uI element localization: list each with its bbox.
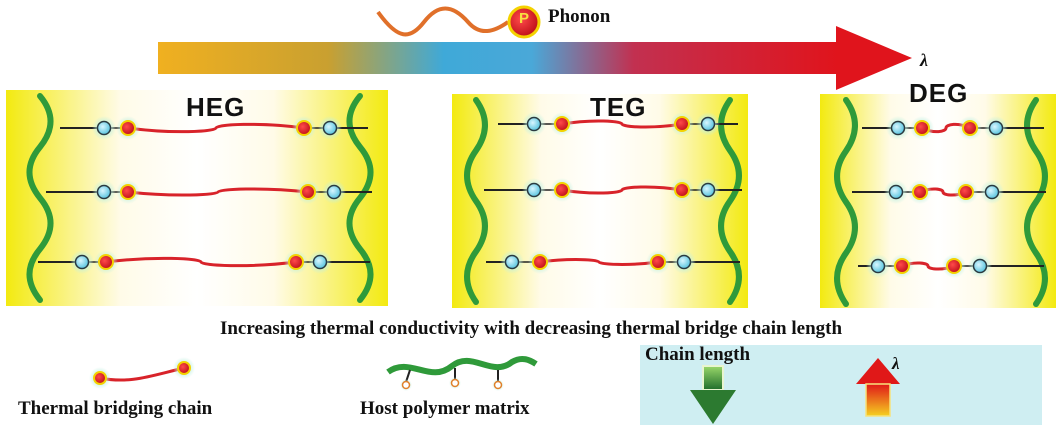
heg-row-2-node-red-left: [120, 184, 136, 200]
teg-row-3-bridge-chain: [539, 258, 659, 266]
deg-row-1-node-red-right: [962, 120, 978, 136]
teg-polymer-left: [464, 97, 488, 305]
legend-bridging-chain-icon: [89, 357, 195, 389]
lambda-up-arrow: [856, 358, 900, 417]
teg-row-3-node-blue-left: [504, 254, 520, 270]
teg-row-2-bridge-chain: [561, 185, 683, 195]
phonon-label: Phonon: [548, 6, 611, 27]
teg-row-1-node-red-left: [554, 116, 570, 132]
heg-row-2-bridge-chain: [127, 187, 309, 197]
teg-row-2-node-blue-left: [526, 182, 542, 198]
teg-row-3-node-blue-right: [676, 254, 692, 270]
heg-row-3-node-blue-left: [74, 254, 90, 270]
deg-row-1-node-blue-left: [890, 120, 906, 136]
heg-row-1-bridge-chain: [127, 122, 305, 134]
deg-row-3-node-blue-right: [972, 258, 988, 274]
heg-polymer-left: [26, 93, 54, 303]
teg-polymer-right: [718, 97, 742, 305]
caption: Increasing thermal conductivity with dec…: [219, 318, 843, 339]
teg-row-3-node-red-right: [650, 254, 666, 270]
chain-length-label: Chain length: [645, 344, 751, 365]
deg-row-3-node-red-left: [894, 258, 910, 274]
deg-row-2-node-red-left: [912, 184, 928, 200]
chain-length-down-arrow: [690, 365, 736, 424]
deg-polymer-left: [834, 97, 858, 307]
deg-row-2-node-red-right: [958, 184, 974, 200]
lambda-label-top: λ: [920, 50, 928, 70]
panel-title-heg: HEG: [186, 92, 246, 122]
panel-deg: [820, 94, 1056, 308]
deg-polymer-right: [1024, 97, 1048, 307]
heg-row-3-node-red-right: [288, 254, 304, 270]
panel-title-deg: DEG: [909, 78, 969, 108]
teg-row-3-node-red-left: [532, 254, 548, 270]
legend-host-matrix-icon: [386, 355, 538, 391]
heg-row-1-node-red-left: [120, 120, 136, 136]
heg-row-3-bridge-chain: [105, 256, 297, 268]
deg-row-3-node-red-right: [946, 258, 962, 274]
teg-row-1-bridge-chain: [561, 119, 683, 129]
phonon-badge: P: [518, 10, 529, 27]
deg-row-1-node-red-left: [914, 120, 930, 136]
heg-row-3-node-blue-right: [312, 254, 328, 270]
heg-row-2-node-blue-left: [96, 184, 112, 200]
heg-row-1-node-red-right: [296, 120, 312, 136]
panel-title-teg: TEG: [590, 92, 647, 122]
deg-row-2-node-blue-left: [888, 184, 904, 200]
teg-row-1-node-red-right: [674, 116, 690, 132]
teg-row-1-node-blue-left: [526, 116, 542, 132]
legend-host-matrix-label: Host polymer matrix: [360, 398, 530, 419]
teg-row-2-node-red-left: [554, 182, 570, 198]
legend-bridging-chain-label: Thermal bridging chain: [18, 398, 213, 419]
teg-row-2-node-red-right: [674, 182, 690, 198]
deg-row-2-node-blue-right: [984, 184, 1000, 200]
heg-row-2-node-blue-right: [326, 184, 342, 200]
heg-row-1-node-blue-left: [96, 120, 112, 136]
teg-row-1-node-blue-right: [700, 116, 716, 132]
deg-row-3-node-blue-left: [870, 258, 886, 274]
thermal-conductivity-arrow: [158, 26, 912, 90]
deg-row-1-node-blue-right: [988, 120, 1004, 136]
teg-row-2-node-blue-right: [700, 182, 716, 198]
phonon-icon: [376, 5, 541, 39]
heg-row-1-node-blue-right: [322, 120, 338, 136]
lambda-label-legend: λ: [892, 354, 900, 373]
heg-row-2-node-red-right: [300, 184, 316, 200]
heg-polymer-right: [346, 93, 374, 303]
heg-row-3-node-red-left: [98, 254, 114, 270]
